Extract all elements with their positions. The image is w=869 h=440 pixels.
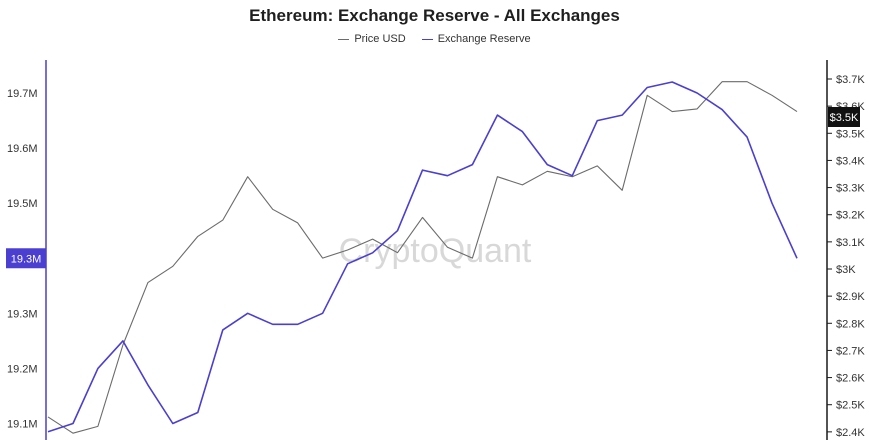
- right-tick-label: $3.2K: [836, 210, 865, 222]
- right-tick-label: $3.3K: [836, 183, 865, 195]
- exchange-reserve-line: [47, 81, 798, 433]
- price-usd-line: [47, 81, 798, 434]
- right-tick-label: $2.9K: [836, 291, 865, 303]
- left-current-label: 19.3M: [11, 253, 42, 265]
- legend-swatch-price: [338, 38, 350, 40]
- right-current-label: $3.5K: [830, 112, 859, 124]
- left-current-badge: [6, 248, 46, 269]
- watermark: CryptoQuant: [339, 232, 532, 270]
- left-tick-label: 19.2M: [7, 363, 38, 375]
- legend-label-reserve: Exchange Reserve: [437, 33, 531, 45]
- right-current-badge: [828, 107, 860, 127]
- left-tick-label: 19.6M: [7, 143, 38, 155]
- legend-item-price[interactable]: Price USD: [338, 33, 406, 45]
- legend-swatch-reserve: [421, 38, 433, 40]
- right-tick-label: $2.8K: [836, 318, 865, 330]
- right-tick-label: $3.7K: [836, 74, 865, 86]
- right-tick-label: $2.4K: [836, 427, 865, 439]
- chart-legend: Price USD Exchange Reserve: [0, 33, 869, 45]
- left-tick-label: 19.7M: [7, 88, 38, 100]
- right-tick-label: $2.7K: [836, 345, 865, 357]
- right-tick-label: $2.5K: [836, 400, 865, 412]
- right-tick-label: $2.6K: [836, 373, 865, 385]
- left-tick-label: 19.5M: [7, 198, 38, 210]
- legend-item-reserve[interactable]: Exchange Reserve: [421, 33, 531, 45]
- right-tick-label: $3.4K: [836, 155, 865, 167]
- legend-label-price: Price USD: [354, 33, 406, 45]
- left-tick-label: 19.3M: [7, 308, 38, 320]
- right-tick-label: $3K: [836, 264, 856, 276]
- chart-title: Ethereum: Exchange Reserve - All Exchang…: [249, 6, 620, 25]
- right-tick-label: $3.5K: [836, 128, 865, 140]
- left-tick-label: 19.1M: [7, 418, 38, 430]
- right-tick-label: $3.1K: [836, 237, 865, 249]
